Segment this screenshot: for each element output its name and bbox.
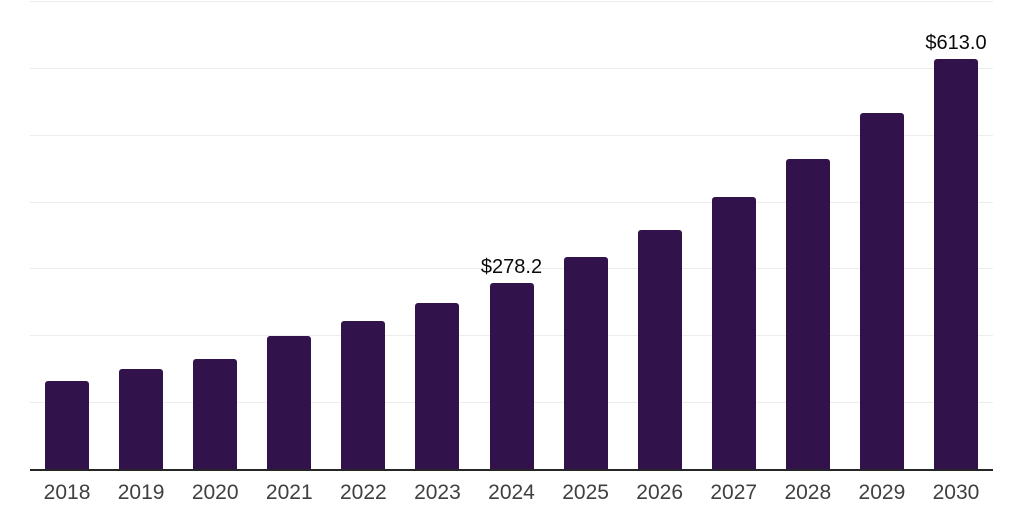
bar-slot bbox=[549, 1, 623, 469]
x-axis-label: 2023 bbox=[414, 481, 461, 504]
bar-2030 bbox=[933, 59, 978, 469]
x-axis-label: 2030 bbox=[932, 481, 980, 504]
bar-2029 bbox=[859, 112, 904, 469]
bar-2018 bbox=[45, 380, 90, 469]
bar-slot bbox=[30, 1, 104, 469]
gridline bbox=[30, 268, 993, 270]
bar-slot bbox=[178, 1, 252, 469]
x-axis-label: 2028 bbox=[784, 481, 832, 504]
bar-2020 bbox=[193, 358, 238, 469]
bar-slot bbox=[771, 1, 845, 469]
x-axis: 2018 2019 2020 2021 2022 2023 2024 2025 2026 2027… bbox=[30, 481, 993, 505]
data-label: $613.0 bbox=[925, 32, 987, 55]
gridline bbox=[30, 67, 993, 69]
x-axis-label: 2018 bbox=[43, 481, 91, 504]
plot-area: $278.2 $613.0 bbox=[30, 1, 993, 471]
bar-slot bbox=[326, 1, 400, 469]
bar-2023 bbox=[415, 302, 460, 469]
x-axis-label: 2029 bbox=[858, 481, 906, 504]
bar-slot bbox=[400, 1, 474, 469]
bar-2028 bbox=[785, 158, 830, 469]
bar-2025 bbox=[563, 257, 608, 469]
bar-2027 bbox=[711, 196, 756, 469]
x-axis-label: 2022 bbox=[339, 481, 387, 504]
bars-row: $278.2 $613.0 bbox=[30, 1, 993, 469]
gridline bbox=[30, 201, 993, 203]
x-axis-label: 2025 bbox=[562, 481, 609, 504]
bar-slot: $278.2 bbox=[474, 1, 548, 469]
x-axis-label: 2026 bbox=[636, 481, 684, 504]
x-axis-label: 2024 bbox=[488, 481, 535, 504]
bar-slot: $613.0 bbox=[919, 1, 993, 469]
bar-2024 bbox=[489, 283, 534, 469]
data-label: $278.2 bbox=[480, 256, 543, 279]
bar-slot bbox=[104, 1, 178, 469]
bar-2026 bbox=[637, 229, 682, 469]
x-axis-label: 2021 bbox=[265, 481, 313, 504]
bar-slot bbox=[623, 1, 697, 469]
bar-slot bbox=[697, 1, 771, 469]
gridline bbox=[30, 134, 993, 136]
x-axis-label: 2019 bbox=[117, 481, 165, 504]
bar-2021 bbox=[267, 335, 312, 469]
gridline bbox=[30, 1, 993, 2]
bar-2019 bbox=[119, 369, 164, 469]
bar-slot bbox=[845, 1, 919, 469]
bar-slot bbox=[252, 1, 326, 469]
x-axis-label: 2020 bbox=[191, 481, 239, 504]
x-axis-label: 2027 bbox=[710, 481, 758, 504]
bar-2022 bbox=[341, 320, 386, 469]
